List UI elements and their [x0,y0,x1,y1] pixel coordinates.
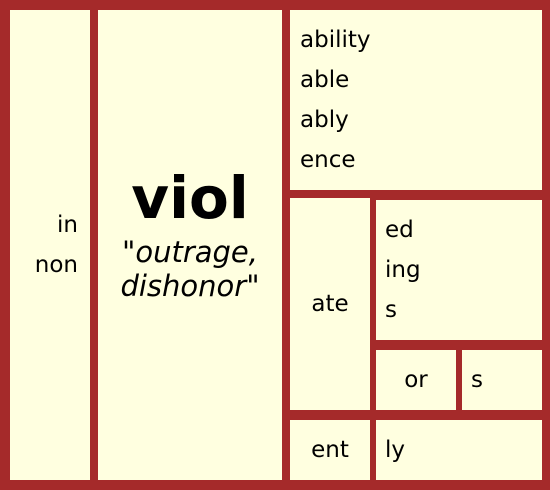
suffix-able: able [300,67,350,93]
ate-suffix-cell: ed ing s [376,200,542,340]
suffix-s: s [385,297,397,323]
stem-or: or [404,367,428,393]
direct-suffix-cell: ability able ably ence [290,10,542,190]
root-gloss-line-1: "outrage, [122,235,258,269]
root-gloss-line-2: dishonor" [120,269,260,303]
suffix-ability: ability [300,27,371,53]
prefix-in: in [57,212,78,238]
root-word: viol [131,164,249,232]
or-suffix-cell: s [462,350,542,410]
root-gloss: "outrage, dishonor" [120,235,259,303]
prefix-cell: in non [10,10,90,480]
suffix-ed: ed [385,217,414,243]
or-stem-cell: or [376,350,456,410]
suffix-or-s: s [471,367,483,393]
root-cell: viol "outrage, dishonor" [98,10,282,480]
suffix-ly: ly [385,437,406,463]
suffix-ably: ably [300,107,349,133]
ent-suffix-cell: ly [376,420,542,480]
suffix-ing: ing [385,257,421,283]
suffix-ence: ence [300,147,356,173]
ate-stem-cell: ate [290,198,370,410]
stem-ate: ate [311,291,349,317]
ent-stem-cell: ent [290,420,370,480]
stem-ent: ent [311,437,349,463]
prefix-non: non [34,252,78,278]
